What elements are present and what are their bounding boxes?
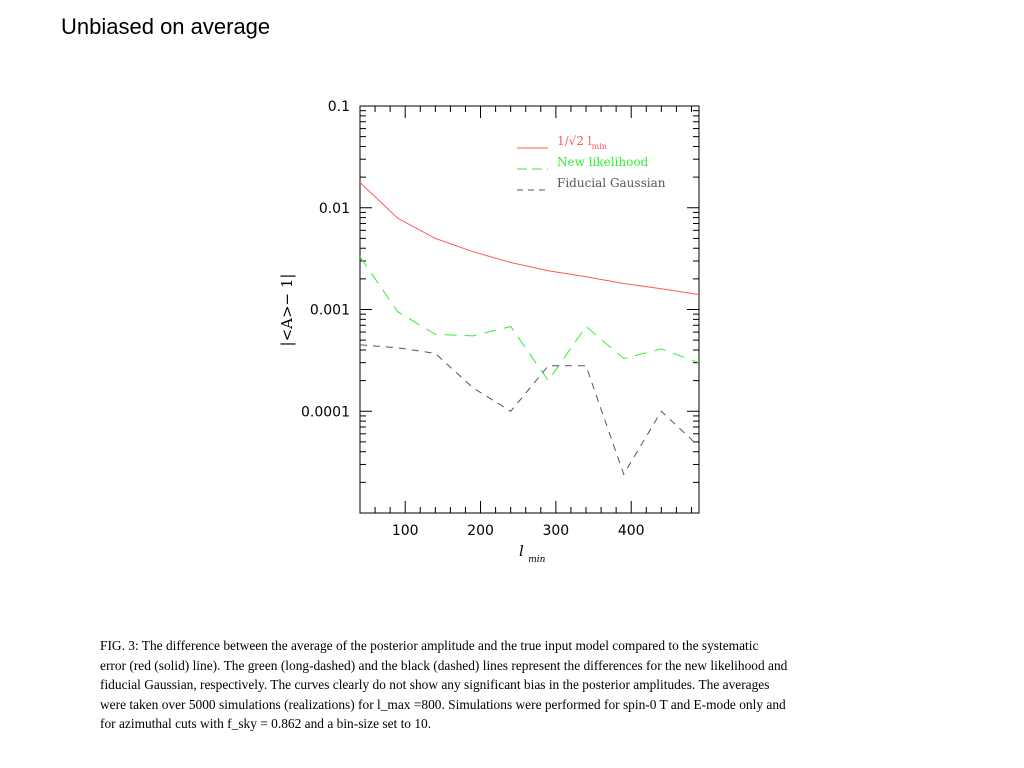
x-tick-label: 400 [618,523,645,539]
series-line [359,182,700,296]
y-axis-label: |<A>− 1| [278,274,296,347]
y-tick-label: 0.001 [310,303,350,319]
x-tick-label: 100 [392,523,419,539]
slide-title: Unbiased on average [61,14,271,39]
caption-line: fiducial Gaussian, respectively. The cur… [100,677,770,692]
axis-ticks [359,105,699,514]
legend-label: New likelihood [557,155,649,169]
caption-line: FIG. 3: The difference between the avera… [100,638,759,653]
caption-line: for azimuthal cuts with f_sky = 0.862 an… [100,716,432,731]
series-line [359,256,700,382]
x-tick-label: 200 [467,523,494,539]
y-tick-label: 0.01 [319,201,350,217]
y-tick-label: 0.1 [328,99,350,115]
tick-labels: 100 200 300 400 0.1 0.01 0.001 0.0001 [301,99,645,539]
legend: 1/√2 lmin New likelihood Fiducial Gaussian [517,134,666,191]
x-tick-label: 300 [542,523,569,539]
caption-line: error (red (solid) line). The green (lon… [100,657,788,673]
x-axis-label: l min [519,542,546,565]
y-tick-label: 0.0001 [301,404,350,420]
caption-line: were taken over 5000 simulations (realiz… [100,696,786,712]
figure-caption: FIG. 3: The difference between the avera… [100,636,905,734]
series-line [359,344,700,476]
series-lines [359,182,700,476]
legend-label: 1/√2 lmin [557,134,607,151]
legend-label: Fiducial Gaussian [557,176,666,190]
chart: 100 200 300 400 0.1 0.01 0.001 0.0001 1/√2 lmin… [278,99,700,565]
